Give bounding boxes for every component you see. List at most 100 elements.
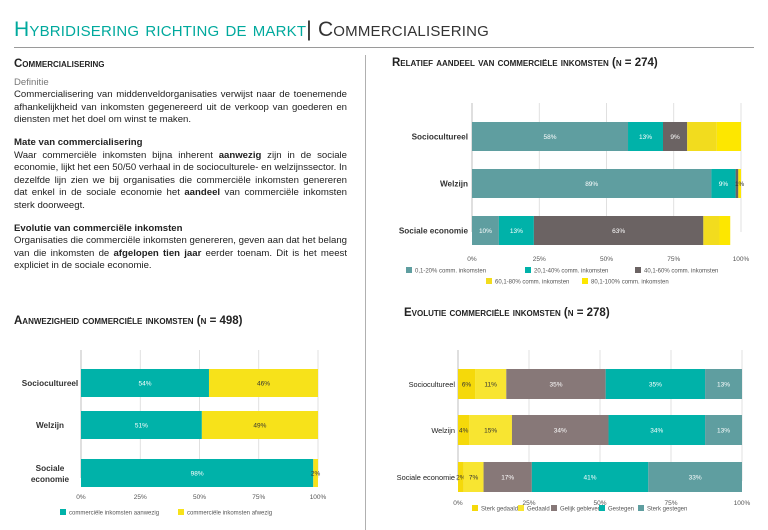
legend-swatch-relatief <box>635 267 641 273</box>
bar-aanwezigheid <box>313 459 318 487</box>
bar-aanwezigheid <box>201 411 318 439</box>
section-title: Commercialisering <box>14 58 105 70</box>
title-separator: | <box>306 18 312 41</box>
bar-evolutie <box>463 462 484 492</box>
data-label-relatief: 10% <box>479 228 492 235</box>
x-tick-label-aanwezigheid: 25% <box>134 494 147 501</box>
legend-swatch-relatief <box>525 267 531 273</box>
legend-swatch-relatief <box>486 278 492 284</box>
chart-title-evolutie: Evolutie commerciële inkomsten (n = 278) <box>404 307 610 319</box>
data-label-relatief: 1% <box>735 181 745 188</box>
bar-relatief <box>498 216 534 245</box>
legend-label-relatief: 80,1-100% comm. inkomsten <box>591 280 669 286</box>
x-tick-label-relatief: 25% <box>533 256 546 263</box>
bar-aanwezigheid <box>208 369 318 397</box>
bar-evolutie <box>506 369 606 399</box>
bar-evolutie <box>458 369 476 399</box>
legend-label-evolutie: Gestegen <box>608 507 634 513</box>
evolutie-title: Evolutie van commerciële inkomsten <box>14 222 183 234</box>
legend-label-aanwezigheid: commerciële inkomsten afwezig <box>187 511 272 517</box>
definitie-label: Definitie <box>14 76 49 88</box>
mate-body: Waar commerciële inkomsten bijna inheren… <box>14 150 347 213</box>
data-label-evolutie: 35% <box>549 382 562 389</box>
category-label-relatief: Sociale economie <box>399 227 469 236</box>
x-tick-label-relatief: 100% <box>733 256 750 263</box>
x-tick-label-aanwezigheid: 100% <box>310 494 327 501</box>
evolutie-body-1: Organisaties die commerciële inkomsten g… <box>14 235 347 259</box>
category-label-relatief: Sociocultureel <box>412 133 468 142</box>
data-label-evolutie: 13% <box>717 428 730 435</box>
data-label-relatief: 13% <box>639 134 652 141</box>
bar-relatief <box>687 122 717 151</box>
mate-body-1: Waar commerciële inkomsten bijna inheren… <box>14 149 219 161</box>
bar-relatief <box>703 216 720 245</box>
page-title: Hybridisering richting de markt| Commerc… <box>14 18 489 42</box>
page-title-part2: Commercialisering <box>317 18 490 41</box>
category-label-aanwezigheid: Sociocultureel <box>22 379 78 388</box>
text-block: Commercialisering Definitie Commercialis… <box>14 58 347 273</box>
x-tick-label-evolutie: 0% <box>453 500 463 507</box>
data-label-relatief: 9% <box>719 181 729 188</box>
category-label-evolutie: Welzijn <box>431 426 455 435</box>
x-tick-label-aanwezigheid: 75% <box>252 494 265 501</box>
bar-relatief <box>472 169 712 198</box>
mate-bold-1: aanwezig <box>218 149 262 161</box>
x-tick-label-evolutie: 50% <box>593 500 606 507</box>
data-label-evolutie: 6% <box>462 382 472 389</box>
bar-relatief <box>628 122 663 151</box>
legend-swatch-evolutie <box>599 505 605 511</box>
evolutie-body: Organisaties die commerciële inkomsten g… <box>14 235 347 273</box>
legend-label-evolutie: Sterk gestegen <box>647 507 687 513</box>
bar-evolutie <box>511 415 609 445</box>
x-tick-label-relatief: 0% <box>467 256 477 263</box>
bar-evolutie <box>469 415 512 445</box>
data-label-evolutie: 2% <box>456 475 466 482</box>
legend-label-relatief: 0,1-20% comm. inkomsten <box>415 269 486 275</box>
bar-evolutie <box>648 462 742 492</box>
data-label-evolutie: 17% <box>501 475 514 482</box>
mate-title: Mate van commercialisering <box>14 136 143 148</box>
data-label-aanwezigheid: 2% <box>311 471 321 478</box>
bar-evolutie <box>475 369 507 399</box>
data-label-aanwezigheid: 51% <box>135 423 148 430</box>
data-label-evolutie: 35% <box>649 382 662 389</box>
bar-relatief <box>533 216 704 245</box>
data-label-relatief: 58% <box>544 134 557 141</box>
bar-aanwezigheid <box>81 369 209 397</box>
legend-label-relatief: 60,1-80% comm. inkomsten <box>495 280 569 286</box>
data-label-evolutie: 7% <box>469 475 479 482</box>
legend-label-evolutie: Sterk gedaald <box>481 507 518 513</box>
bar-aanwezigheid <box>81 411 202 439</box>
bar-relatief <box>662 122 688 151</box>
chart-title-aanwezigheid: Aanwezigheid commerciële inkomsten (n = … <box>14 315 243 327</box>
data-label-relatief: 13% <box>510 228 523 235</box>
chart-title-relatief: Relatief aandeel van commerciële inkomst… <box>392 57 658 69</box>
data-label-evolutie: 41% <box>584 475 597 482</box>
x-tick-label-evolutie: 75% <box>664 500 677 507</box>
category-label-aanwezigheid: Sociale <box>36 464 65 473</box>
legend-swatch-aanwezigheid <box>60 509 66 515</box>
bar-relatief <box>719 216 731 245</box>
header-divider <box>14 47 754 48</box>
category-label-evolutie: Sociocultureel <box>409 380 456 389</box>
column-divider <box>365 55 366 530</box>
legend-swatch-relatief <box>582 278 588 284</box>
bar-evolutie <box>705 369 742 399</box>
x-tick-label-aanwezigheid: 0% <box>76 494 86 501</box>
category-label-aanwezigheid: Welzijn <box>36 421 64 430</box>
legend-swatch-evolutie <box>551 505 557 511</box>
category-label-evolutie: Sociale economie <box>397 473 455 482</box>
data-label-aanwezigheid: 98% <box>191 471 204 478</box>
legend-label-evolutie: Gelijk gebleven <box>560 507 601 513</box>
mate-bold-2: aandeel <box>184 187 221 199</box>
bar-relatief <box>735 169 739 198</box>
x-tick-label-evolutie: 25% <box>522 500 535 507</box>
x-tick-label-relatief: 50% <box>600 256 613 263</box>
category-label-aanwezigheid: economie <box>31 475 70 484</box>
data-label-evolutie: 4% <box>459 428 469 435</box>
legend-swatch-relatief <box>406 267 412 273</box>
x-tick-label-aanwezigheid: 50% <box>193 494 206 501</box>
bar-aanwezigheid <box>81 459 314 487</box>
data-label-aanwezigheid: 46% <box>257 381 270 388</box>
